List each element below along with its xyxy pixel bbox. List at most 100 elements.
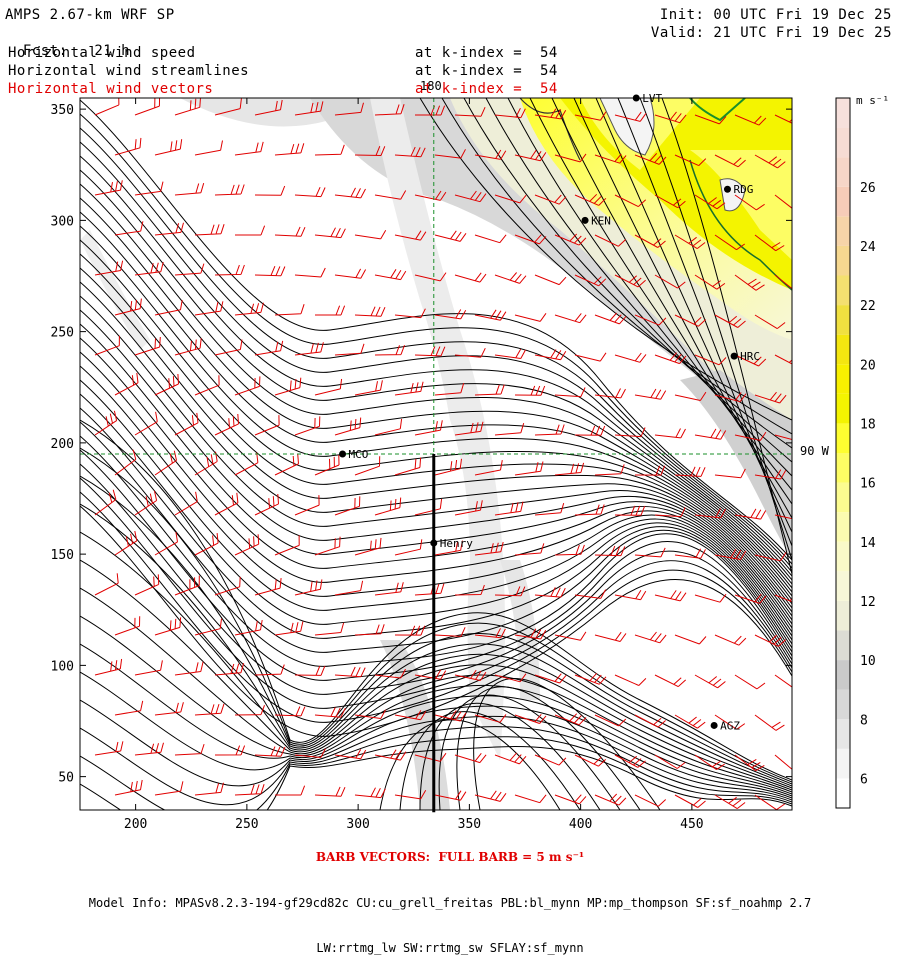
streamline (80, 253, 792, 605)
streamline (80, 225, 792, 597)
wind-barb (594, 312, 627, 325)
wind-barb (594, 464, 625, 476)
wind-barb (594, 153, 627, 164)
streamline (80, 463, 792, 695)
wind-barb (474, 384, 505, 396)
wind-barb (94, 410, 118, 436)
streamline (485, 98, 792, 463)
wind-barb (694, 593, 727, 603)
wind-barb (654, 352, 687, 365)
wind-barb (674, 794, 706, 808)
station-dot[interactable] (339, 450, 347, 458)
wind-speed-shading (80, 98, 792, 810)
field-level-streamlines: at k-index = 54 (415, 63, 558, 79)
wind-barb (214, 184, 245, 196)
streamline (80, 267, 792, 609)
wind-barb (514, 234, 547, 245)
wind-barb (154, 373, 179, 396)
y-tick-label: 50 (58, 771, 74, 786)
wind-barb (534, 754, 567, 766)
station-dot[interactable] (730, 352, 738, 360)
wind-barb (354, 787, 386, 799)
wind-barb (614, 754, 646, 768)
x-tick-label: 250 (235, 817, 258, 832)
streamline (80, 491, 792, 723)
wind-barb (614, 589, 647, 601)
streamline (80, 351, 792, 633)
wind-barb (94, 573, 119, 596)
wind-barb (274, 621, 304, 636)
wind-barb (614, 274, 646, 288)
wind-barb (434, 382, 465, 396)
wind-barb (714, 794, 746, 810)
wind-barb (314, 707, 346, 718)
y-tick-label: 150 (51, 548, 74, 563)
streamline (80, 671, 792, 799)
wind-barb (354, 306, 386, 317)
colorbar-label: 6 (860, 772, 868, 787)
colorbar-swatch (836, 630, 850, 661)
colorbar-swatch (836, 748, 850, 779)
wind-barb (594, 793, 627, 806)
wind-barb (474, 309, 507, 321)
wind-barb (354, 380, 383, 396)
wind-barb (214, 98, 242, 116)
wind-barb (254, 185, 286, 196)
wind-barb (754, 391, 787, 404)
speed-colorbar: 6 8 10 12 14 16 18 20 22 24 26 (835, 97, 876, 809)
wind-barb (534, 502, 565, 516)
wind-barb (374, 345, 405, 356)
streamline (80, 379, 792, 641)
forecast-hour: Fcst: 21 h (5, 24, 130, 60)
streamline (80, 435, 792, 667)
colorbar-swatch (836, 334, 850, 365)
wind-barb (734, 114, 767, 126)
wind-barb (254, 415, 280, 436)
x-tick-label: 450 (680, 817, 703, 832)
wind-barb (554, 713, 587, 726)
wind-barb (154, 299, 183, 316)
station-label: RDG (733, 183, 753, 196)
streamline (80, 337, 792, 629)
wind-barb (334, 496, 361, 516)
wind-barb (134, 742, 164, 756)
station-label: AGZ (720, 719, 740, 732)
field-level-speed: at k-index = 54 (415, 45, 558, 61)
streamline (661, 98, 792, 575)
wind-barb (494, 752, 527, 765)
wind-barb (114, 298, 142, 316)
wind-barb (534, 108, 567, 120)
station-dot[interactable] (430, 539, 438, 547)
wind-barb (454, 421, 484, 436)
wind-barb (634, 547, 666, 558)
wind-barb (754, 314, 786, 330)
wind-barb (234, 534, 260, 556)
wind-barb (694, 354, 727, 366)
wind-barb (694, 674, 726, 689)
wind-barb (214, 745, 246, 756)
y-axis: 50 100 150 200 250 300 350 (51, 103, 792, 786)
wind-barb (274, 143, 305, 156)
wind-barb (275, 785, 306, 796)
colorbar-swatch (836, 423, 850, 453)
colorbar-label: 14 (860, 536, 876, 551)
wind-barb (114, 700, 144, 716)
wind-barb (194, 618, 222, 636)
streamline (399, 711, 581, 810)
wind-barb (234, 302, 264, 316)
wind-barb (474, 628, 506, 639)
wind-barb (514, 385, 546, 396)
wind-barb (634, 714, 666, 728)
station-dot[interactable] (710, 721, 718, 729)
wind-barb (554, 631, 587, 641)
streamline (80, 699, 792, 801)
station-dot[interactable] (723, 185, 731, 193)
wind-barb (694, 754, 725, 771)
wind-barb (114, 221, 144, 236)
wind-barb (114, 779, 143, 796)
wind-barb (174, 263, 205, 276)
wind-barb (454, 190, 487, 203)
wind-barb (354, 709, 387, 719)
wind-barb (114, 449, 137, 476)
station-dot[interactable] (581, 216, 589, 224)
